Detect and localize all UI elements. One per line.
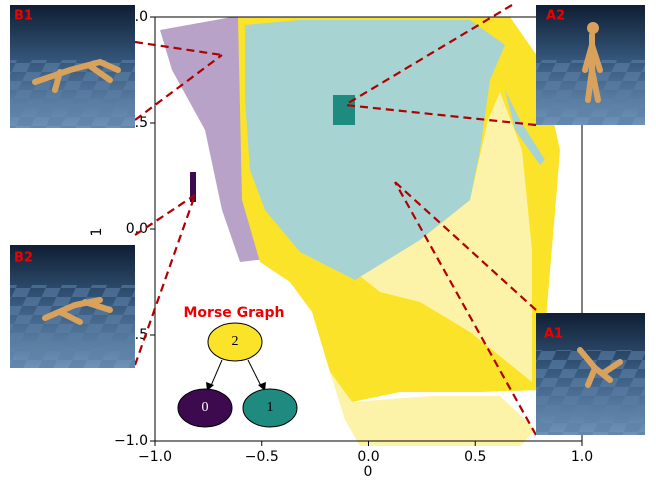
node-label: 0 xyxy=(202,400,209,415)
figure: −1.0−0.50.00.51.0−1.0−0.50.00.51.0 0 1 M… xyxy=(0,0,656,480)
node-label: 2 xyxy=(232,334,239,349)
x-tick-label: 1.0 xyxy=(571,449,593,465)
morse-graph: Morse Graph 2 0 1 xyxy=(178,305,297,427)
morse-graph-title: Morse Graph xyxy=(184,305,285,321)
x-axis-label: 0 xyxy=(364,464,373,480)
x-tick-label: 0.0 xyxy=(357,449,379,465)
region-dark-teal xyxy=(333,95,355,125)
inset-label: A2 xyxy=(546,9,565,24)
x-tick-label: −0.5 xyxy=(245,449,279,465)
y-tick-label: −1.0 xyxy=(114,433,148,449)
x-tick-label: 0.5 xyxy=(464,449,486,465)
regions xyxy=(160,17,560,446)
inset-label: A1 xyxy=(544,327,563,342)
inset-label: B1 xyxy=(14,9,33,24)
x-tick-label: −1.0 xyxy=(138,449,172,465)
y-axis-label: 1 xyxy=(89,228,105,237)
node-label: 1 xyxy=(267,400,274,415)
inset-label: B2 xyxy=(14,251,33,266)
